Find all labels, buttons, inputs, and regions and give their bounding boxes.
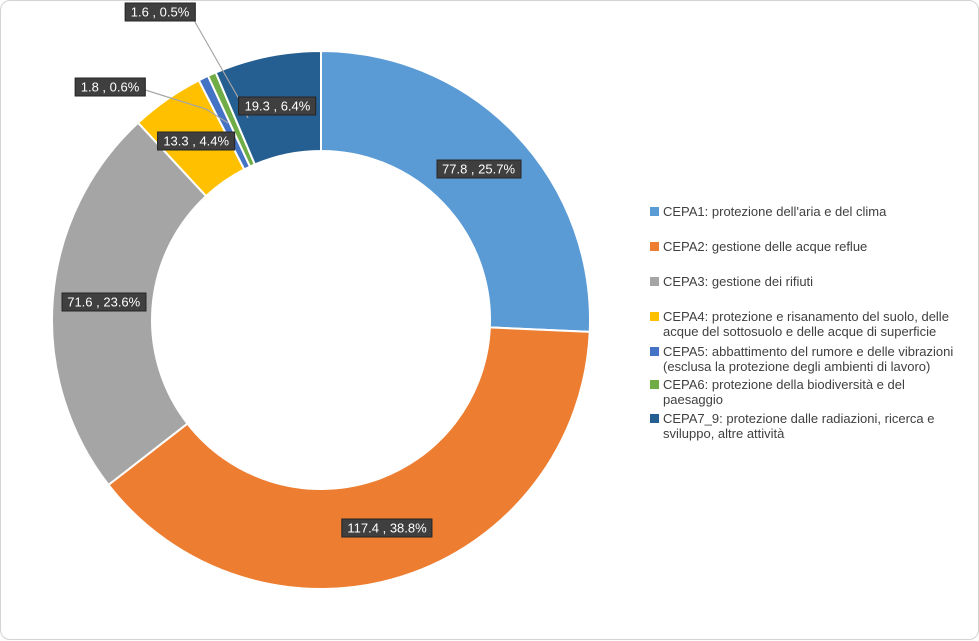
legend-label-CEPA4: CEPA4: protezione e risanamento del suol… bbox=[663, 309, 949, 339]
legend-swatch-CEPA3 bbox=[650, 277, 659, 286]
legend-item-CEPA3: CEPA3: gestione dei rifiuti bbox=[650, 274, 968, 289]
legend-item-CEPA2: CEPA2: gestione delle acque reflue bbox=[650, 239, 968, 254]
slice-CEPA2 bbox=[107, 326, 591, 590]
legend-swatch-CEPA4 bbox=[650, 312, 659, 321]
legend-swatch-CEPA6 bbox=[650, 380, 659, 389]
leader-line-CEPA5 bbox=[141, 88, 229, 124]
legend-swatch-CEPA5 bbox=[650, 347, 659, 356]
legend-label-CEPA3: CEPA3: gestione dei rifiuti bbox=[663, 274, 814, 289]
legend-label-CEPA1: CEPA1: protezione dell'aria e del clima bbox=[663, 204, 887, 219]
legend-item-CEPA4: CEPA4: protezione e risanamento del suol… bbox=[650, 309, 968, 339]
legend-item-CEPA5: CEPA5: abbattimento del rumore e delle v… bbox=[650, 344, 968, 374]
legend-label-CEPA6: CEPA6: protezione della biodiversità e d… bbox=[663, 377, 905, 407]
legend-swatch-CEPA2 bbox=[650, 242, 659, 251]
legend-item-CEPA6: CEPA6: protezione della biodiversità e d… bbox=[650, 377, 968, 407]
legend-item-CEPA7_9: CEPA7_9: protezione dalle radiazioni, ri… bbox=[650, 411, 968, 441]
legend-swatch-CEPA1 bbox=[650, 207, 659, 216]
chart-legend: CEPA1: protezione dell'aria e del clima C… bbox=[650, 1, 968, 641]
legend-label-CEPA7_9: CEPA7_9: protezione dalle radiazioni, ri… bbox=[663, 411, 935, 441]
legend-swatch-CEPA7_9 bbox=[650, 414, 659, 423]
legend-label-CEPA2: CEPA2: gestione delle acque reflue bbox=[663, 239, 868, 254]
legend-item-CEPA1: CEPA1: protezione dell'aria e del clima bbox=[650, 204, 968, 219]
legend-label-CEPA5: CEPA5: abbattimento del rumore e delle v… bbox=[663, 344, 954, 374]
slice-CEPA1 bbox=[320, 49, 591, 333]
